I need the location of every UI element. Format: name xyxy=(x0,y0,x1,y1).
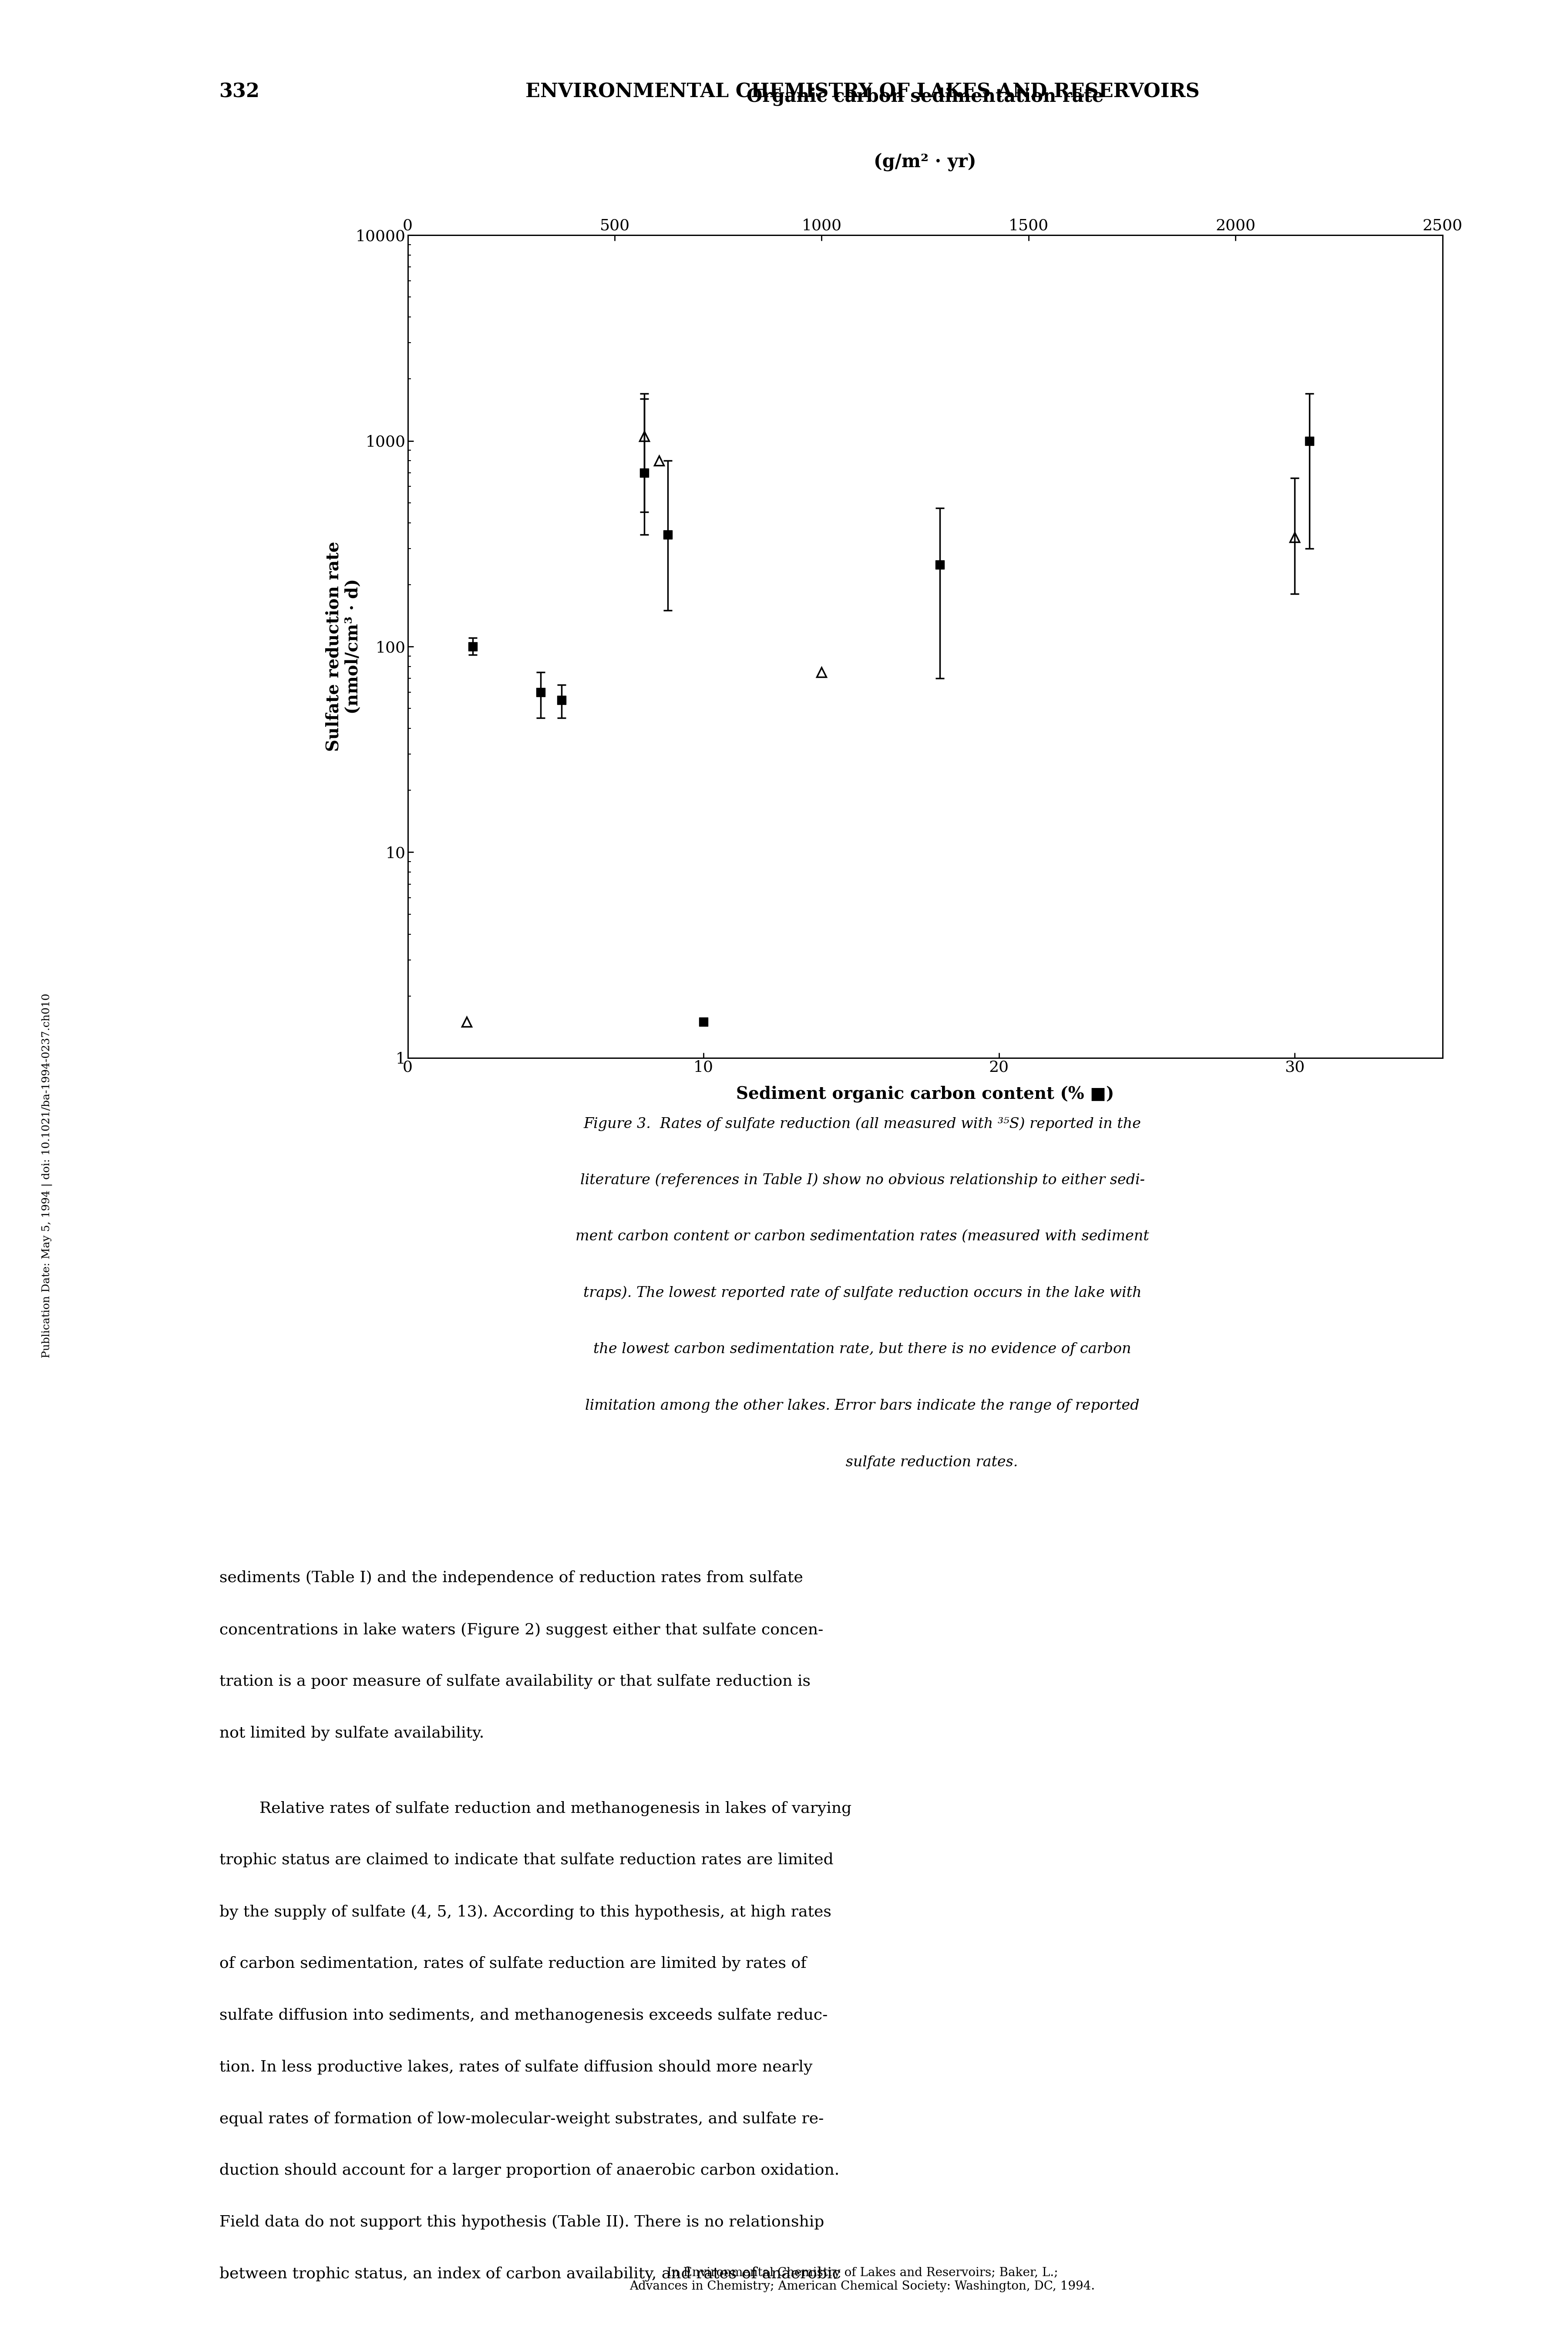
Text: literature (references in Table I) show no obvious relationship to either sedi-: literature (references in Table I) show … xyxy=(580,1173,1145,1187)
Y-axis label: Sulfate reduction rate
(nmol/cm³ · d): Sulfate reduction rate (nmol/cm³ · d) xyxy=(326,541,361,752)
Text: the lowest carbon sedimentation rate, but there is no evidence of carbon: the lowest carbon sedimentation rate, bu… xyxy=(593,1342,1132,1357)
Text: limitation among the other lakes. Error bars indicate the range of reported: limitation among the other lakes. Error … xyxy=(585,1399,1140,1413)
Text: 332: 332 xyxy=(220,82,260,101)
Text: ENVIRONMENTAL CHEMISTRY OF LAKES AND RESERVOIRS: ENVIRONMENTAL CHEMISTRY OF LAKES AND RES… xyxy=(525,82,1200,101)
Text: tion. In less productive lakes, rates of sulfate diffusion should more nearly: tion. In less productive lakes, rates of… xyxy=(220,2059,812,2074)
X-axis label: Sediment organic carbon content (% ■): Sediment organic carbon content (% ■) xyxy=(735,1086,1115,1103)
Text: sediments (Table I) and the independence of reduction rates from sulfate: sediments (Table I) and the independence… xyxy=(220,1570,803,1585)
Text: of carbon sedimentation, rates of sulfate reduction are limited by rates of: of carbon sedimentation, rates of sulfat… xyxy=(220,1956,806,1970)
Text: trophic status are claimed to indicate that sulfate reduction rates are limited: trophic status are claimed to indicate t… xyxy=(220,1853,834,1867)
Text: Publication Date: May 5, 1994 | doi: 10.1021/ba-1994-0237.ch010: Publication Date: May 5, 1994 | doi: 10.… xyxy=(42,992,52,1359)
Text: sulfate reduction rates.: sulfate reduction rates. xyxy=(707,1455,1018,1469)
Text: Figure 3.  Rates of sulfate reduction (all measured with ³⁵S) reported in the: Figure 3. Rates of sulfate reduction (al… xyxy=(583,1117,1142,1131)
Text: In Environmental Chemistry of Lakes and Reservoirs; Baker, L.;
Advances in Chemi: In Environmental Chemistry of Lakes and … xyxy=(630,2266,1094,2292)
Text: tration is a poor measure of sulfate availability or that sulfate reduction is: tration is a poor measure of sulfate ava… xyxy=(220,1674,811,1688)
Text: duction should account for a larger proportion of anaerobic carbon oxidation.: duction should account for a larger prop… xyxy=(220,2163,839,2177)
Text: by the supply of sulfate (4, 5, 13). According to this hypothesis, at high rates: by the supply of sulfate (4, 5, 13). Acc… xyxy=(220,1904,831,1918)
Text: equal rates of formation of low-molecular-weight substrates, and sulfate re-: equal rates of formation of low-molecula… xyxy=(220,2111,823,2125)
Text: Relative rates of sulfate reduction and methanogenesis in lakes of varying: Relative rates of sulfate reduction and … xyxy=(220,1801,851,1815)
Text: traps). The lowest reported rate of sulfate reduction occurs in the lake with: traps). The lowest reported rate of sulf… xyxy=(583,1286,1142,1300)
Text: (g/m² · yr): (g/m² · yr) xyxy=(873,153,977,172)
Text: Field data do not support this hypothesis (Table II). There is no relationship: Field data do not support this hypothesi… xyxy=(220,2215,825,2229)
Text: not limited by sulfate availability.: not limited by sulfate availability. xyxy=(220,1726,485,1740)
Text: concentrations in lake waters (Figure 2) suggest either that sulfate concen-: concentrations in lake waters (Figure 2)… xyxy=(220,1622,823,1636)
Text: sulfate diffusion into sediments, and methanogenesis exceeds sulfate reduc-: sulfate diffusion into sediments, and me… xyxy=(220,2008,828,2022)
Text: between trophic status, an index of carbon availability, and rates of anaerobic: between trophic status, an index of carb… xyxy=(220,2266,840,2280)
Text: ment carbon content or carbon sedimentation rates (measured with sediment: ment carbon content or carbon sedimentat… xyxy=(575,1230,1149,1244)
Text: Organic carbon sedimentation rate: Organic carbon sedimentation rate xyxy=(746,87,1104,106)
